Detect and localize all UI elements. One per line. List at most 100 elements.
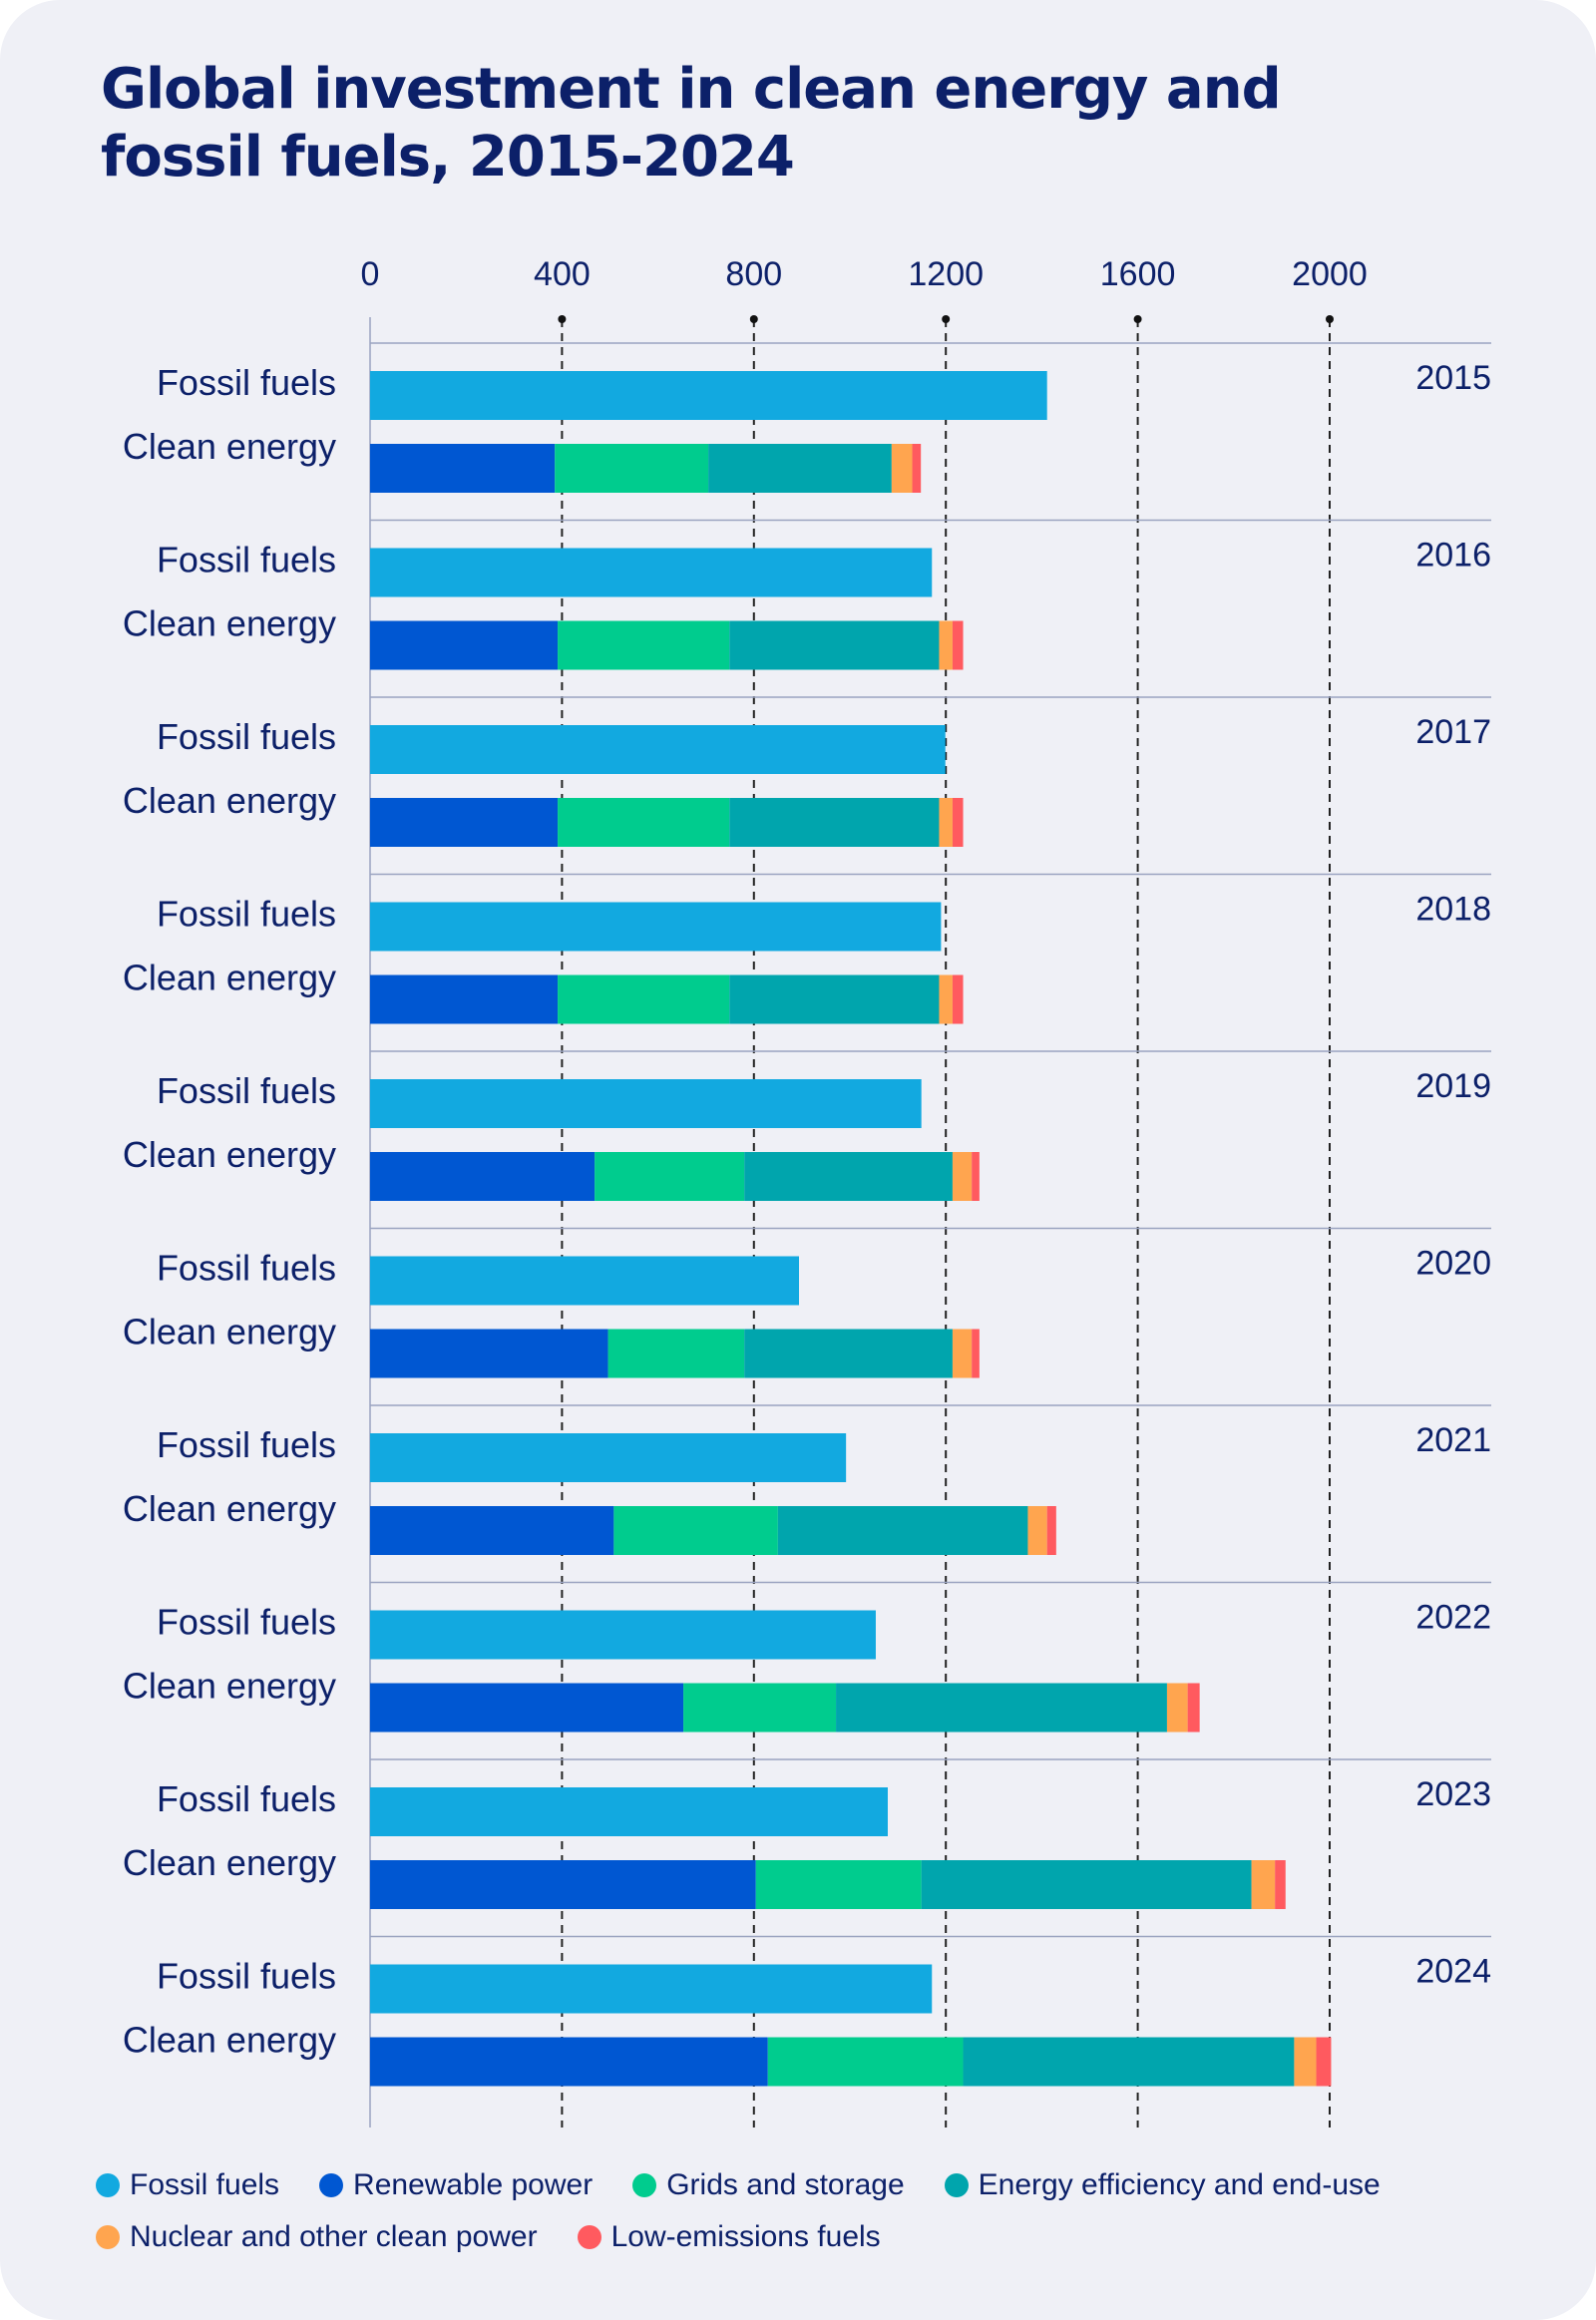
bar-nuclear-and-other-clean-power <box>1294 2037 1317 2087</box>
row-label-clean: Clean energy <box>123 780 336 821</box>
row-label-fossil: Fossil fuels <box>157 1070 336 1111</box>
bar-energy-efficiency-and-end-use <box>744 1152 953 1201</box>
bar-low-emissions-fuels <box>1275 1860 1286 1909</box>
legend-item: Fossil fuels <box>96 2168 279 2202</box>
year-label: 2024 <box>1415 1953 1491 1991</box>
legend-label: Fossil fuels <box>130 2168 280 2201</box>
bar-nuclear-and-other-clean-power <box>1251 1860 1276 1909</box>
bar-fossil-fuels <box>370 1079 922 1128</box>
bar-fossil-fuels <box>370 1610 876 1660</box>
row-label-fossil: Fossil fuels <box>157 1602 336 1643</box>
bar-nuclear-and-other-clean-power <box>891 444 913 493</box>
legend-item: Energy efficiency and end-use <box>944 2168 1381 2202</box>
row-label-clean: Clean energy <box>123 1842 336 1883</box>
bar-grids-and-storage <box>767 2037 964 2087</box>
bar-low-emissions-fuels <box>972 1329 980 1378</box>
bar-low-emissions-fuels <box>912 444 922 493</box>
bar-fossil-fuels <box>370 1964 933 2014</box>
bar-renewable-power <box>370 1329 608 1378</box>
row-label-fossil: Fossil fuels <box>157 1956 336 1997</box>
bar-fossil-fuels <box>370 1433 847 1482</box>
bar-energy-efficiency-and-end-use <box>963 2037 1295 2087</box>
legend-swatch <box>577 2225 601 2249</box>
bar-grids-and-storage <box>683 1683 837 1733</box>
year-label: 2015 <box>1415 359 1491 397</box>
row-label-fossil: Fossil fuels <box>157 1248 336 1289</box>
year-label: 2022 <box>1415 1599 1491 1637</box>
bar-nuclear-and-other-clean-power <box>1027 1506 1047 1555</box>
bar-low-emissions-fuels <box>952 974 964 1024</box>
x-tick-label: 800 <box>725 255 782 293</box>
bar-nuclear-and-other-clean-power <box>952 1329 973 1378</box>
legend-swatch <box>319 2173 344 2197</box>
bar-energy-efficiency-and-end-use <box>777 1506 1028 1555</box>
tick-dot <box>1133 315 1142 323</box>
legend-swatch <box>96 2225 120 2249</box>
bar-energy-efficiency-and-end-use <box>729 798 940 847</box>
row-label-clean: Clean energy <box>123 2020 336 2061</box>
x-tick-label: 1600 <box>1100 255 1176 293</box>
bar-grids-and-storage <box>558 798 730 847</box>
bar-grids-and-storage <box>755 1860 922 1909</box>
bar-renewable-power <box>370 1506 614 1555</box>
year-label: 2017 <box>1415 713 1491 751</box>
legend-swatch <box>632 2173 657 2197</box>
bar-grids-and-storage <box>555 444 709 493</box>
bar-energy-efficiency-and-end-use <box>729 974 940 1024</box>
tick-dot <box>942 315 951 323</box>
row-label-clean: Clean energy <box>123 1312 336 1353</box>
bar-low-emissions-fuels <box>952 798 964 847</box>
bar-fossil-fuels <box>370 1256 800 1306</box>
x-tick-label: 400 <box>534 255 591 293</box>
bar-fossil-fuels <box>370 1787 888 1836</box>
row-label-clean: Clean energy <box>123 1134 336 1175</box>
row-label-clean: Clean energy <box>123 1666 336 1707</box>
bar-renewable-power <box>370 1683 684 1733</box>
bar-energy-efficiency-and-end-use <box>729 620 940 670</box>
bar-renewable-power <box>370 798 559 847</box>
row-label-fossil: Fossil fuels <box>157 716 336 757</box>
legend-item: Grids and storage <box>632 2168 905 2202</box>
bar-energy-efficiency-and-end-use <box>744 1329 953 1378</box>
bar-nuclear-and-other-clean-power <box>939 798 953 847</box>
bar-grids-and-storage <box>558 620 730 670</box>
row-label-clean: Clean energy <box>123 958 336 998</box>
legend-label: Energy efficiency and end-use <box>978 2168 1381 2201</box>
year-label: 2021 <box>1415 1421 1491 1459</box>
bar-grids-and-storage <box>613 1506 778 1555</box>
legend-label: Renewable power <box>353 2168 594 2201</box>
row-label-fossil: Fossil fuels <box>157 1424 336 1465</box>
bar-grids-and-storage <box>558 974 730 1024</box>
year-label: 2016 <box>1415 537 1491 575</box>
row-label-clean: Clean energy <box>123 1488 336 1529</box>
bar-energy-efficiency-and-end-use <box>836 1683 1167 1733</box>
bar-energy-efficiency-and-end-use <box>708 444 892 493</box>
bar-nuclear-and-other-clean-power <box>939 620 953 670</box>
row-label-clean: Clean energy <box>123 603 336 644</box>
legend-swatch <box>96 2173 120 2197</box>
bar-renewable-power <box>370 2037 768 2087</box>
row-label-fossil: Fossil fuels <box>157 540 336 580</box>
year-label: 2019 <box>1415 1067 1491 1105</box>
row-label-fossil: Fossil fuels <box>157 362 336 403</box>
bar-fossil-fuels <box>370 548 933 597</box>
x-tick-label: 0 <box>361 255 380 293</box>
bar-renewable-power <box>370 444 556 493</box>
bar-fossil-fuels <box>370 902 942 952</box>
legend-item: Nuclear and other clean power <box>96 2220 538 2254</box>
bar-low-emissions-fuels <box>1316 2037 1332 2087</box>
bar-low-emissions-fuels <box>1187 1683 1200 1733</box>
legend-swatch <box>944 2173 969 2197</box>
legend-label: Grids and storage <box>666 2168 905 2201</box>
bar-low-emissions-fuels <box>1046 1506 1056 1555</box>
bar-energy-efficiency-and-end-use <box>921 1860 1252 1909</box>
legend-item: Low-emissions fuels <box>577 2220 881 2254</box>
legend-label: Nuclear and other clean power <box>130 2220 538 2253</box>
bar-fossil-fuels <box>370 725 946 774</box>
tick-dot <box>749 315 758 323</box>
bar-low-emissions-fuels <box>972 1152 980 1201</box>
bar-renewable-power <box>370 1860 756 1909</box>
bar-nuclear-and-other-clean-power <box>952 1152 973 1201</box>
row-label-fossil: Fossil fuels <box>157 894 336 935</box>
